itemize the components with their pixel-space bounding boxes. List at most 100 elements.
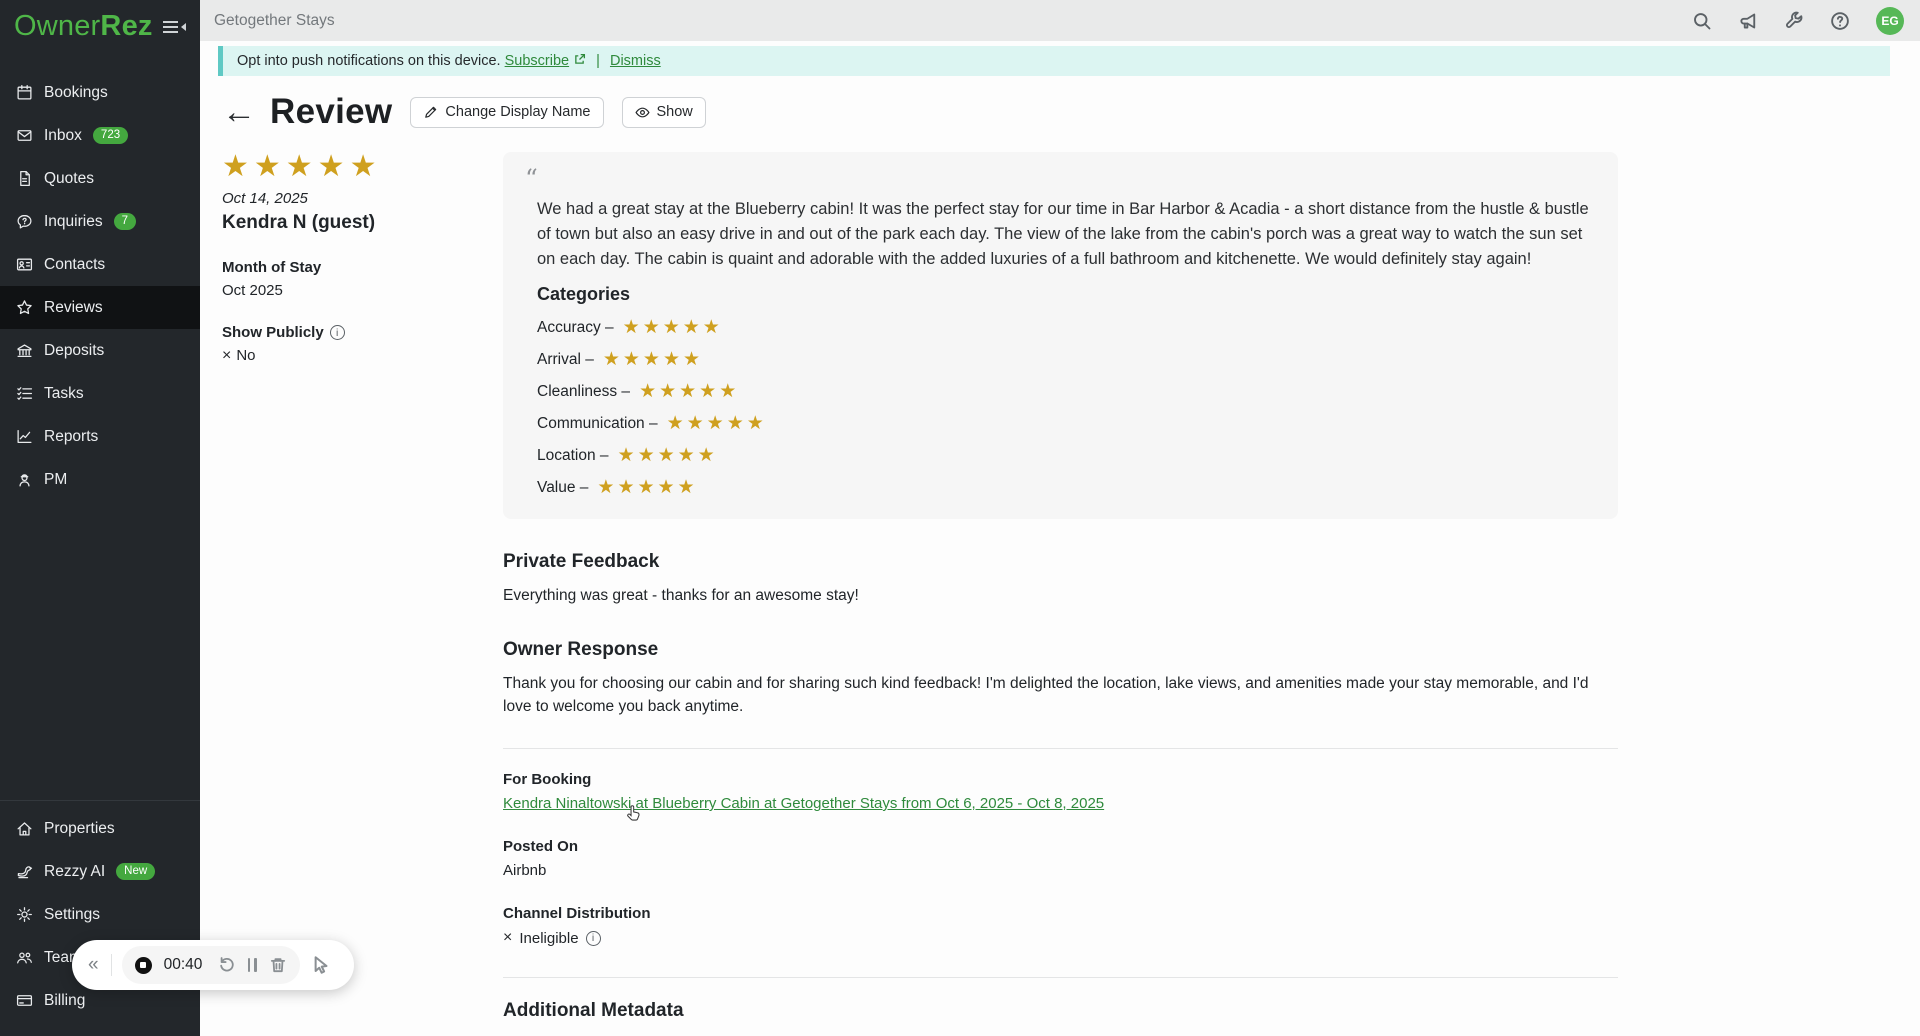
for-booking-label: For Booking: [503, 771, 592, 788]
sidebar-item-billing[interactable]: Billing: [0, 979, 200, 1022]
hand-cursor-icon: [623, 803, 644, 824]
sidebar-item-settings[interactable]: Settings: [0, 893, 200, 936]
category-star-rating: ★★★★★: [666, 413, 767, 434]
sidebar-nav-bottom: Properties Rezzy AI New Settings Team Billing: [0, 807, 200, 1022]
channel-distribution-label: Channel Distribution: [503, 905, 651, 922]
pm-icon: [16, 471, 33, 488]
sidebar-item-reports[interactable]: Reports: [0, 415, 200, 458]
count-badge: 7: [113, 212, 136, 231]
deposits-icon: [16, 342, 33, 359]
contacts-icon: [16, 256, 33, 273]
cursor-select-icon[interactable]: [310, 955, 330, 975]
megaphone-icon[interactable]: [1738, 11, 1758, 31]
trash-icon[interactable]: [269, 956, 287, 974]
subscribe-link[interactable]: Subscribe: [504, 53, 570, 69]
search-icon[interactable]: [1692, 11, 1712, 31]
month-of-stay-label: Month of Stay: [222, 259, 322, 276]
owner-response-section: Owner Response Thank you for choosing ou…: [503, 639, 1618, 718]
show-button[interactable]: Show: [621, 96, 706, 128]
owner-response-text: Thank you for choosing our cabin and for…: [503, 675, 1589, 715]
sidebar-item-tasks[interactable]: Tasks: [0, 372, 200, 415]
main-content: Opt into push notifications on this devi…: [200, 41, 1920, 1036]
sidebar-item-quotes[interactable]: Quotes: [0, 157, 200, 200]
quotes-icon: [16, 170, 33, 187]
info-icon[interactable]: i: [585, 930, 601, 946]
category-star-rating: ★★★★★: [639, 381, 740, 402]
sidebar-item-pm[interactable]: PM: [0, 458, 200, 501]
for-booking-section: For Booking Kendra Ninaltowski at Bluebe…: [503, 771, 1618, 821]
category-star-rating: ★★★★★: [617, 445, 718, 466]
inbox-icon: [16, 127, 33, 144]
screen-recorder-toolbar: « 00:40: [72, 940, 354, 990]
divider: [503, 977, 1618, 978]
sidebar-item-bookings[interactable]: Bookings: [0, 71, 200, 114]
count-badge: New: [116, 862, 156, 881]
additional-metadata-section: Additional Metadata Listing Site Propert…: [503, 1000, 1618, 1036]
category-row: Cleanliness – ★★★★★: [537, 382, 1592, 401]
recorder-controls: 00:40: [121, 946, 300, 984]
review-summary: ★★★★★ Oct 14, 2025 Kendra N (guest) Mont…: [222, 152, 503, 1036]
back-button[interactable]: ←: [222, 93, 256, 131]
sidebar-item-rezzy-ai[interactable]: Rezzy AI New: [0, 850, 200, 893]
category-row: Value – ★★★★★: [537, 478, 1592, 497]
sidebar-item-label: Rezzy AI: [44, 862, 106, 880]
recorder-collapse-button[interactable]: «: [88, 954, 99, 975]
page-title: Review: [270, 92, 393, 131]
properties-icon: [16, 820, 33, 837]
sidebar-item-inbox[interactable]: Inbox 723: [0, 114, 200, 157]
info-icon[interactable]: i: [329, 325, 345, 340]
metadata-value: 1186350911015894997: [786, 1034, 942, 1036]
recorder-divider: [110, 954, 112, 976]
show-publicly-label: Show Publicly i: [222, 324, 503, 341]
sidebar-item-contacts[interactable]: Contacts: [0, 243, 200, 286]
category-label: Value –: [537, 478, 589, 496]
recording-time: 00:40: [163, 956, 203, 973]
month-of-stay-value: Oct 2025: [222, 282, 283, 299]
calendar-icon: [16, 84, 33, 101]
reports-icon: [16, 428, 33, 445]
inquiries-icon: [16, 213, 33, 230]
review-star-rating: ★★★★★: [222, 150, 382, 183]
tasks-icon: [16, 385, 33, 402]
show-publicly-value: × No: [222, 347, 256, 364]
category-star-rating: ★★★★★: [597, 477, 698, 498]
user-avatar[interactable]: EG: [1876, 6, 1904, 35]
rezzy-icon: [16, 863, 33, 880]
channel-distribution-section: Channel Distribution × Ineligible i: [503, 905, 1618, 947]
help-icon[interactable]: [1830, 11, 1850, 31]
additional-metadata-title: Additional Metadata: [503, 1000, 684, 1021]
account-title: Getogether Stays: [214, 11, 335, 29]
wrench-icon[interactable]: [1784, 11, 1804, 31]
eye-icon: [635, 107, 649, 117]
private-feedback-title: Private Feedback: [503, 551, 660, 572]
pause-icon[interactable]: [247, 958, 257, 972]
sidebar-collapse-button[interactable]: [163, 20, 186, 33]
sidebar-item-label: Reports: [44, 427, 99, 445]
sidebar-item-label: Billing: [44, 991, 86, 1009]
sidebar-item-label: PM: [44, 470, 68, 488]
hamburger-icon: [163, 20, 178, 33]
posted-on-value: Airbnb: [503, 862, 547, 879]
sidebar-item-deposits[interactable]: Deposits: [0, 329, 200, 372]
booking-link[interactable]: Kendra Ninaltowski at Blueberry Cabin at…: [503, 795, 1105, 812]
review-date: Oct 14, 2025: [222, 190, 308, 207]
category-label: Location –: [537, 446, 609, 464]
dismiss-link[interactable]: Dismiss: [609, 53, 661, 69]
posted-on-label: Posted On: [503, 838, 579, 855]
sidebar-item-label: Properties: [44, 819, 115, 837]
change-display-name-button[interactable]: Change Display Name: [410, 96, 604, 128]
count-badge: 723: [92, 126, 129, 145]
x-icon: ×: [222, 347, 232, 364]
sidebar-item-label: Contacts: [44, 255, 106, 273]
quote-icon: “: [525, 164, 538, 193]
banner-message: Opt into push notifications on this devi…: [237, 53, 501, 69]
topbar: Getogether Stays EG: [200, 0, 1920, 41]
sidebar-item-inquiries[interactable]: Inquiries 7: [0, 200, 200, 243]
restart-icon[interactable]: [218, 956, 236, 974]
ownerrez-logo[interactable]: OwnerRez: [14, 10, 153, 42]
sidebar-item-properties[interactable]: Properties: [0, 807, 200, 850]
sidebar-item-label: Bookings: [44, 83, 108, 101]
channel-distribution-value: × Ineligible i: [503, 929, 1618, 947]
sidebar-item-reviews[interactable]: Reviews: [0, 286, 200, 329]
record-stop-button[interactable]: [134, 956, 152, 974]
